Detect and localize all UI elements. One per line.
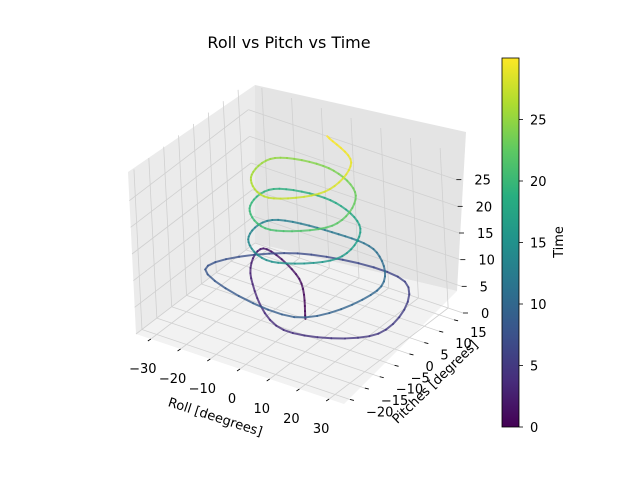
- x-tick-label: −30: [129, 362, 156, 377]
- trajectory-segment: [287, 158, 294, 159]
- x-tick-mark: [326, 399, 329, 401]
- trajectory-segment: [288, 198, 296, 199]
- colorbar-label: Time: [552, 226, 567, 259]
- trajectory-segment: [276, 231, 283, 232]
- z-tick-label: 15: [477, 227, 494, 242]
- trajectory-segment: [294, 190, 302, 191]
- x-tick-label: 0: [228, 392, 236, 407]
- trajectory-segment: [298, 253, 312, 254]
- trajectory-segment: [314, 262, 323, 263]
- z-tick-label: 5: [480, 280, 488, 295]
- x-tick-label: −20: [159, 372, 186, 387]
- x-tick-label: 10: [253, 402, 270, 417]
- z-tick-label: 25: [474, 174, 491, 189]
- trajectory-segment: [278, 263, 286, 264]
- y-tick-mark: [365, 388, 369, 389]
- trajectory-segment: [345, 338, 358, 339]
- chart-title: Roll vs Pitch vs Time: [207, 33, 370, 52]
- z-tick-label: 0: [481, 307, 489, 322]
- trajectory-segment: [408, 287, 409, 294]
- trajectory-segment: [304, 263, 313, 264]
- trajectory-segment: [286, 189, 294, 190]
- trajectory-segment: [296, 197, 304, 198]
- x-tick-label: 30: [313, 422, 330, 437]
- y-tick-mark: [350, 399, 354, 400]
- z-tick-label: 10: [478, 254, 495, 269]
- y-tick-mark: [454, 320, 458, 321]
- y-tick-label: 0: [425, 360, 433, 375]
- colorbar: 0 5 10 15 20 25 Time: [502, 58, 567, 436]
- colorbar-ticks: 0 5 10 15 20 25: [519, 114, 547, 437]
- trajectory-segment: [322, 261, 330, 262]
- colorbar-tick-label: 0: [530, 421, 538, 436]
- colorbar-tick-label: 10: [530, 298, 547, 313]
- y-tick-label: 15: [470, 326, 487, 341]
- trajectory-segment: [278, 220, 285, 221]
- z-tick-label: 20: [476, 200, 493, 215]
- trajectory-segment: [294, 159, 302, 160]
- trajectory-segment: [318, 337, 332, 338]
- x-tick-mark: [148, 339, 151, 341]
- x-tick-label: −10: [189, 382, 216, 397]
- colorbar-tick-label: 20: [530, 175, 547, 190]
- y-tick-mark: [380, 377, 384, 378]
- x-tick-mark: [267, 379, 270, 381]
- x-tick-mark: [178, 349, 181, 351]
- x-tick-mark: [237, 369, 240, 371]
- colorbar-tick-label: 5: [530, 360, 538, 375]
- colorbar-gradient: [502, 58, 519, 427]
- trajectory-segment: [304, 195, 312, 196]
- y-tick-mark: [439, 331, 443, 332]
- x-tick-mark: [207, 359, 210, 361]
- x-tick-label: 20: [283, 412, 300, 427]
- y-tick-mark: [395, 365, 399, 366]
- trajectory-segment: [301, 230, 310, 231]
- x-tick-mark: [296, 389, 299, 391]
- colorbar-tick-label: 15: [530, 237, 547, 252]
- y-tick-mark: [424, 343, 428, 344]
- y-tick-mark: [409, 354, 413, 355]
- x-axis-label: Roll [deegrees]: [166, 395, 264, 440]
- trajectory-segment: [310, 229, 319, 230]
- colorbar-tick-label: 25: [530, 114, 547, 129]
- trajectory-segment: [285, 221, 293, 222]
